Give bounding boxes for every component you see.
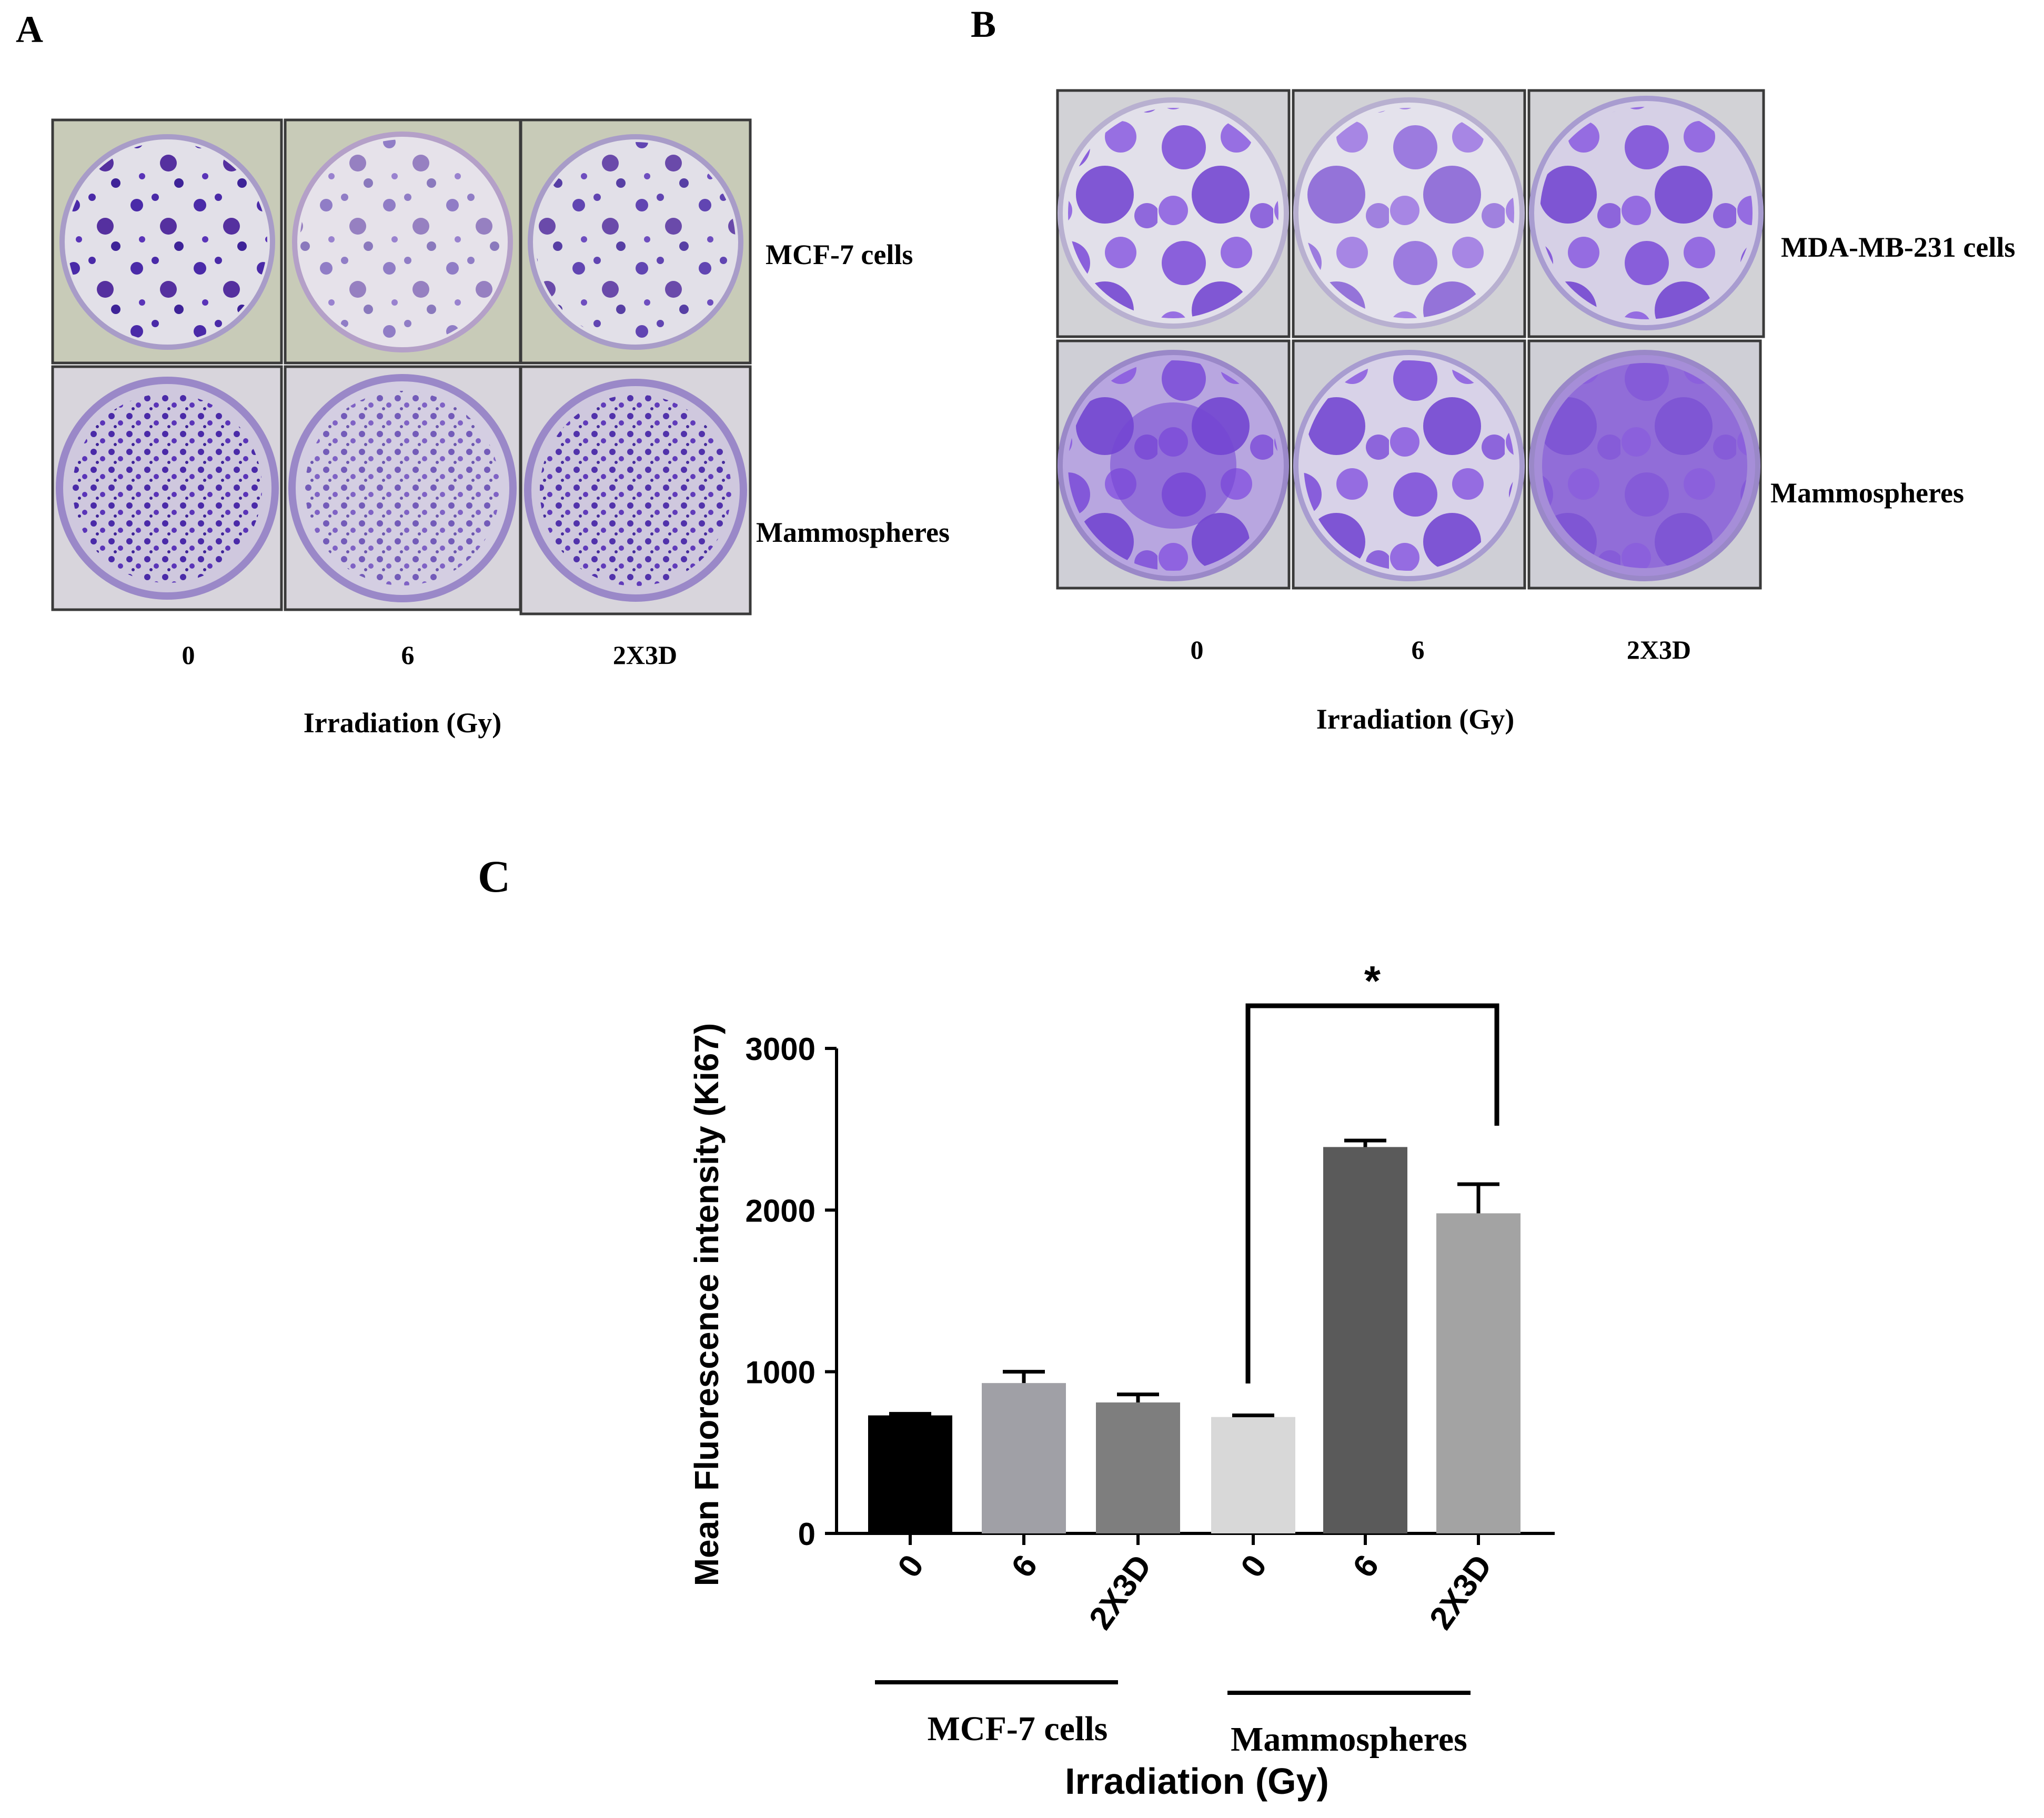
x-tick-label: 2X3D xyxy=(1082,1548,1159,1636)
bar xyxy=(1096,1402,1180,1533)
panel-a-row-label: MCF-7 cells xyxy=(766,239,913,270)
y-tick-label: 0 xyxy=(798,1517,815,1552)
panel-b-row-label: MDA-MB-231 cells xyxy=(1781,231,2015,263)
panel-a-photo-grid xyxy=(51,118,752,615)
x-tick-label: 0 xyxy=(1234,1548,1274,1584)
panel-a: A xyxy=(16,8,950,739)
panel-b-col-label: 0 xyxy=(1191,635,1204,664)
dish-photo xyxy=(1527,89,1765,338)
chart-xlabel: Irradiation (Gy) xyxy=(1065,1761,1329,1802)
y-tick-label: 1000 xyxy=(746,1355,815,1390)
panel-c-letter: C xyxy=(478,851,510,902)
bar xyxy=(1436,1213,1521,1533)
x-tick-label: 2X3D xyxy=(1423,1548,1499,1636)
significance-star: * xyxy=(1364,957,1381,1004)
panel-a-col-label: 2X3D xyxy=(613,640,677,670)
group-label: MCF-7 cells xyxy=(928,1710,1108,1748)
panel-a-col-label: 0 xyxy=(182,640,195,670)
panel-b-letter: B xyxy=(971,3,996,45)
panel-b-photo-grid xyxy=(1056,89,1765,590)
ki67-bar-chart: 0 1000 2000 3000 0 6 2X3D 0 6 2X3D MCF-7 cells Mamm… xyxy=(746,957,1555,1759)
panel-a-letter: A xyxy=(16,8,43,50)
y-tick-label: 2000 xyxy=(746,1193,815,1228)
dish-photo xyxy=(1056,339,1291,590)
panel-a-row-label: Mammospheres xyxy=(756,517,950,548)
significance-bracket xyxy=(1245,1003,1499,1383)
dish-photo xyxy=(519,365,752,615)
panel-b: B xyxy=(971,3,2015,735)
bar xyxy=(868,1415,952,1533)
dish-photo xyxy=(284,365,522,611)
panel-b-col-label: 2X3D xyxy=(1627,635,1691,664)
panel-b-row-label: Mammospheres xyxy=(1770,477,1964,509)
chart-ylabel: Mean Fluorescence intensity (Ki67) xyxy=(688,1023,726,1587)
dish-photo xyxy=(1056,89,1291,338)
panel-a-xlabel: Irradiation (Gy) xyxy=(304,707,501,739)
panel-a-col-label: 6 xyxy=(401,640,415,670)
x-tick-label: 0 xyxy=(891,1548,931,1584)
dish-photo xyxy=(519,118,752,365)
panel-b-xlabel: Irradiation (Gy) xyxy=(1316,703,1514,735)
y-tick-label: 3000 xyxy=(746,1032,815,1067)
dish-photo xyxy=(1292,339,1526,590)
bar xyxy=(982,1383,1066,1533)
bar xyxy=(1211,1417,1295,1533)
dish-photo xyxy=(51,365,283,611)
x-tick-label: 6 xyxy=(1346,1548,1386,1584)
dish-photo xyxy=(1292,89,1526,338)
dish-photo xyxy=(51,118,283,365)
x-tick-label: 6 xyxy=(1004,1548,1044,1584)
panel-b-col-label: 6 xyxy=(1412,635,1425,664)
panel-c: C 0 1000 2000 3000 0 6 2X3D 0 6 2X3D MCF-7 cells Ma… xyxy=(478,851,1555,1802)
group-label: Mammospheres xyxy=(1231,1720,1467,1759)
dish-photo xyxy=(284,118,522,365)
dish-photo xyxy=(1527,339,1762,590)
bar xyxy=(1323,1147,1407,1533)
